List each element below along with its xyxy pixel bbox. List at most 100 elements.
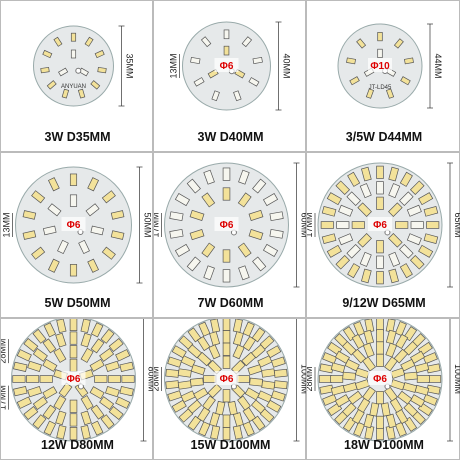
caption: 3/5W D44MM [346, 130, 422, 144]
led-body [347, 263, 361, 279]
led [43, 322, 57, 338]
led-body [197, 335, 211, 352]
led-body [336, 221, 350, 229]
led [376, 353, 384, 367]
spacing-label: 13MM [2, 212, 12, 237]
led [409, 180, 425, 196]
spacing-label: 17MM [154, 212, 161, 237]
led [177, 380, 192, 390]
led-body [43, 322, 57, 338]
board-illustration: Φ6 40MM 13MM 3W D40MM [169, 21, 292, 144]
led-body [388, 183, 401, 199]
led-body [403, 371, 418, 381]
led [266, 345, 282, 359]
led [426, 221, 440, 229]
led [338, 204, 354, 217]
led [395, 221, 409, 229]
led [241, 36, 253, 48]
led-body [53, 395, 67, 411]
led-body [108, 405, 124, 421]
led [99, 396, 115, 410]
led [13, 386, 28, 397]
led-body [110, 210, 125, 220]
led [376, 415, 384, 429]
led [119, 386, 134, 397]
led-body [23, 405, 39, 421]
led [69, 331, 78, 345]
led [336, 221, 350, 229]
led [12, 375, 26, 383]
led-body [207, 383, 222, 399]
led [189, 228, 205, 241]
led-body [269, 211, 284, 222]
led [266, 399, 282, 413]
led [399, 171, 413, 187]
led [26, 375, 40, 383]
led [80, 395, 94, 411]
led [222, 330, 231, 344]
hole-label-bg [214, 217, 239, 231]
led [197, 351, 212, 367]
led [252, 256, 267, 272]
led [222, 414, 231, 428]
product-cell: Φ6 40MM 13MM 3W D40MM [153, 0, 306, 152]
product-cell: Φ6 50MM 13MM 5W D50MM [0, 152, 153, 318]
led-body [356, 38, 367, 49]
led-body [78, 239, 90, 255]
led-body [27, 360, 42, 372]
led-body [414, 362, 430, 374]
led-body [100, 328, 115, 344]
led-body [13, 386, 28, 397]
led [84, 36, 94, 47]
led [357, 233, 372, 248]
led [31, 190, 46, 204]
spacing-label: 13MM [169, 53, 179, 78]
led-body [169, 211, 184, 222]
led-body [353, 321, 366, 337]
led-body [26, 375, 40, 383]
led-body [16, 396, 32, 409]
led-body [105, 360, 120, 372]
led [376, 391, 384, 405]
led-body [261, 380, 276, 390]
led-body [171, 345, 187, 359]
led [23, 337, 39, 353]
board-illustration: Φ6 80MM 28MM 17MM 12W D80MM [1, 319, 154, 452]
led-body [362, 356, 376, 372]
led-body [43, 420, 57, 436]
led-body [222, 187, 231, 201]
led-body [94, 375, 108, 383]
led [222, 187, 231, 201]
led [107, 375, 121, 383]
led-body [56, 424, 67, 440]
led-body [338, 204, 354, 217]
led-body [321, 233, 337, 244]
led-body [322, 393, 338, 406]
led-body [27, 386, 42, 398]
led-body [359, 251, 372, 267]
hole-label: Φ6 [373, 374, 387, 385]
led-body [32, 348, 48, 362]
led [403, 402, 418, 417]
led [359, 183, 372, 199]
led-body [388, 166, 399, 182]
led [250, 399, 266, 414]
led [222, 249, 231, 263]
led-body [198, 421, 211, 437]
led-body [377, 32, 383, 42]
led [167, 390, 183, 402]
led [322, 352, 338, 365]
led [404, 57, 414, 65]
diameter-label: 40MM [282, 53, 292, 78]
led [376, 319, 384, 331]
led [257, 355, 273, 368]
led [397, 390, 413, 405]
led-body [215, 400, 226, 416]
led [326, 244, 342, 258]
product-cell: Φ6 80MM 28MM 17MM 12W D80MM [0, 318, 154, 460]
led [349, 76, 360, 86]
led-body [269, 228, 284, 239]
led [69, 319, 78, 331]
led [167, 356, 183, 368]
led [100, 414, 115, 430]
